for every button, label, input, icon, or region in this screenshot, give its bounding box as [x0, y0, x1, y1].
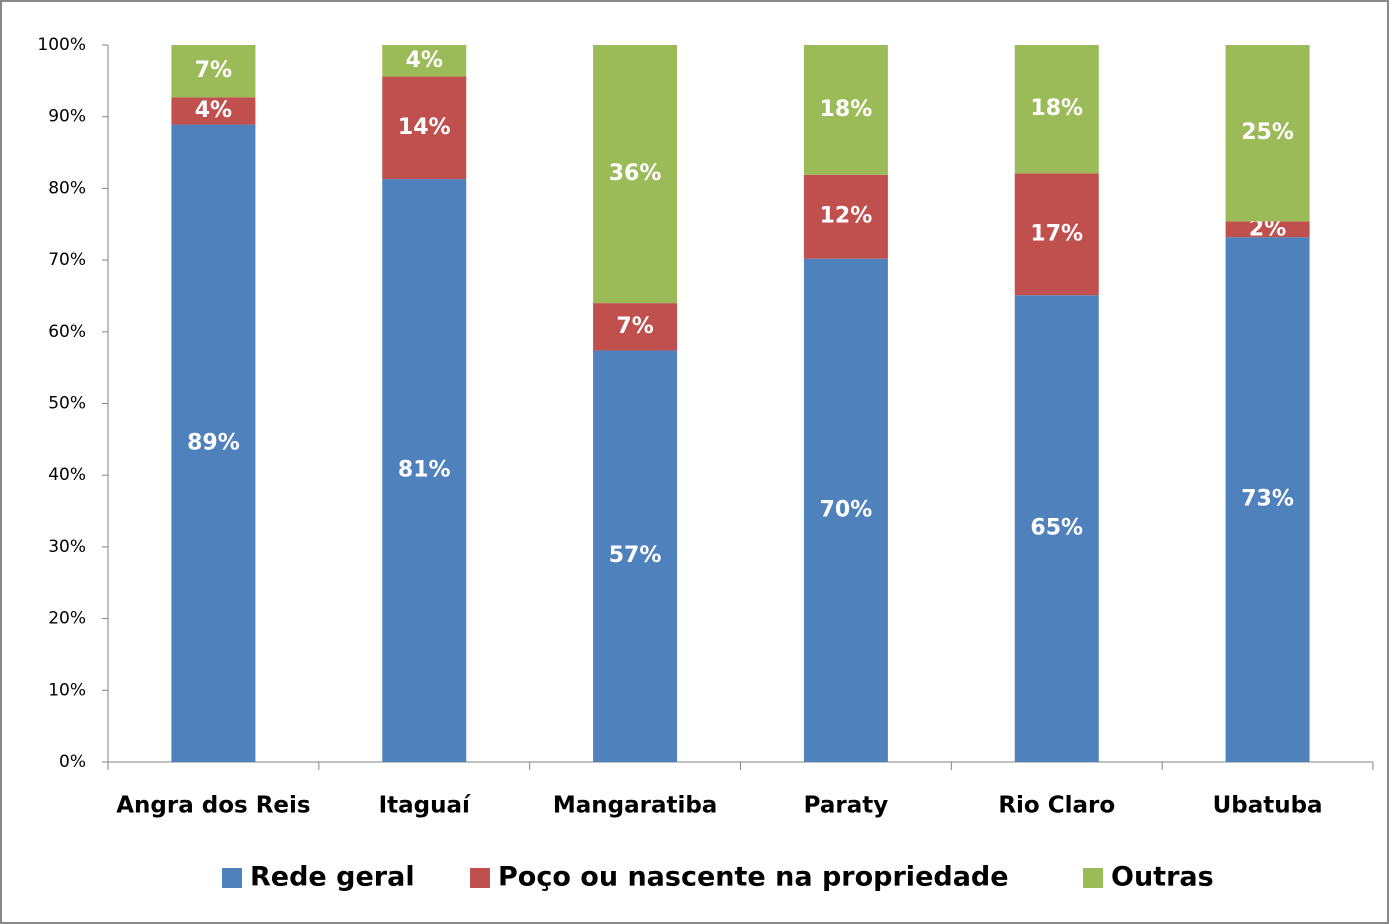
data-label: 18%	[1030, 96, 1083, 121]
data-label: 4%	[406, 48, 443, 73]
data-label: 12%	[820, 204, 873, 229]
data-label: 81%	[398, 458, 451, 483]
bar-segment	[1225, 237, 1310, 762]
x-tick-label: Rio Claro	[998, 793, 1115, 819]
bar-segment	[593, 350, 678, 762]
y-tick-label: 80%	[48, 178, 86, 198]
bar-segment	[1014, 295, 1099, 762]
bar-segment	[171, 124, 256, 763]
data-label: 65%	[1030, 516, 1083, 541]
x-tick-label: Angra dos Reis	[116, 793, 310, 819]
data-label: 36%	[609, 161, 662, 186]
bar-segment	[1225, 221, 1310, 238]
y-tick-label: 90%	[48, 107, 86, 127]
legend-label: Rede geral	[250, 862, 415, 893]
x-tick-label: Itaguaí	[379, 793, 471, 819]
data-label: 7%	[195, 58, 232, 83]
bar-segment	[171, 45, 256, 98]
y-tick-label: 70%	[48, 250, 86, 270]
bar-segment	[171, 97, 256, 125]
x-tick-label: Mangaratiba	[553, 793, 718, 819]
bar-segment	[803, 258, 888, 762]
bar-segment	[382, 76, 467, 180]
y-tick-label: 0%	[59, 752, 86, 772]
data-label: 7%	[616, 314, 653, 339]
data-label: 14%	[398, 115, 451, 140]
legend-label: Outras	[1111, 862, 1214, 893]
data-label: 57%	[609, 543, 662, 568]
y-tick-label: 10%	[48, 680, 86, 700]
legend-label: Poço ou nascente na propriedade	[498, 862, 1009, 893]
y-tick-label: 100%	[37, 35, 86, 55]
bar-segment	[593, 303, 678, 351]
data-label: 25%	[1241, 120, 1294, 145]
y-tick-label: 50%	[48, 394, 86, 414]
data-label: 89%	[187, 430, 240, 455]
data-label: 73%	[1241, 487, 1294, 512]
x-tick-label: Ubatuba	[1213, 793, 1323, 819]
data-label: 70%	[820, 497, 873, 522]
data-label: 4%	[195, 98, 232, 123]
y-tick-label: 60%	[48, 322, 86, 342]
bar-segment	[382, 45, 467, 77]
bar-segment	[803, 45, 888, 175]
y-tick-label: 30%	[48, 537, 86, 557]
y-tick-label: 20%	[48, 609, 86, 629]
bar-segment	[1014, 45, 1099, 174]
bar-segment	[382, 179, 467, 763]
legend-swatch	[470, 868, 490, 888]
bar-segment	[803, 174, 888, 259]
legend-swatch	[222, 868, 242, 888]
bar-segment	[1014, 173, 1099, 296]
bar-segment	[593, 45, 678, 304]
data-label: 17%	[1030, 221, 1083, 246]
y-tick-label: 40%	[48, 465, 86, 485]
data-label: 18%	[820, 97, 873, 122]
bar-segment	[1225, 45, 1310, 222]
legend-swatch	[1083, 868, 1103, 888]
x-tick-label: Paraty	[804, 793, 889, 819]
